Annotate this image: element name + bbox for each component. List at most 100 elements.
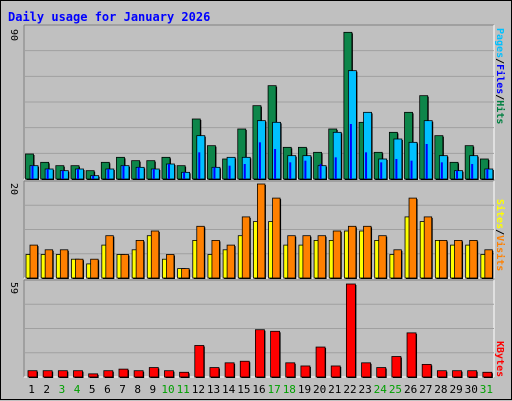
files-bar — [380, 162, 383, 179]
kbytes-bar — [345, 283, 356, 378]
day-tick-label: 20 — [313, 383, 326, 396]
hits-legend-item: Files — [494, 64, 506, 94]
day-tick-label: 13 — [207, 383, 220, 396]
files-bar — [243, 164, 246, 179]
pages-bar — [302, 155, 312, 180]
kbytes-bar — [88, 373, 99, 378]
visits-bar — [226, 244, 235, 279]
pages-bar — [135, 166, 145, 180]
visits-bar — [211, 239, 220, 279]
day-tick-label: 2 — [43, 383, 50, 396]
kbytes-bar — [452, 370, 462, 378]
day-tick-label: 6 — [104, 383, 111, 396]
kbytes-bar — [239, 360, 250, 378]
files-bar — [410, 160, 413, 179]
visits-bar — [44, 249, 54, 279]
kbytes-legend-item: KBytes — [494, 341, 505, 377]
files-bar — [213, 167, 216, 179]
files-bar — [471, 164, 474, 179]
pages-bar — [120, 165, 130, 180]
pages-bar — [393, 138, 403, 180]
day-tick-label: 10 — [161, 383, 174, 396]
day-tick-label: 23 — [359, 383, 372, 396]
kbytes-bar — [406, 332, 417, 378]
files-bar — [365, 152, 368, 179]
visits-bar — [135, 239, 145, 279]
visits-legend-item: Visits — [494, 235, 506, 271]
kbytes-bar — [179, 371, 190, 378]
visits-bar — [59, 249, 69, 279]
kbytes-bar — [224, 362, 235, 378]
pages-bar — [59, 170, 69, 180]
kbytes-bar — [482, 371, 493, 378]
kbytes-bar — [255, 329, 265, 378]
files-bar — [31, 165, 34, 179]
visits-bar — [317, 235, 326, 279]
pages-bar — [423, 120, 433, 180]
day-tick-label: 24 — [374, 383, 388, 396]
visits-bar — [166, 254, 175, 279]
pages-bar — [166, 163, 175, 180]
pages-bar — [408, 141, 418, 180]
pages-bar — [211, 166, 221, 180]
day-tick-label: 27 — [419, 383, 432, 396]
pages-bar — [105, 168, 115, 180]
kbytes-bar — [57, 370, 68, 378]
visits-bar — [150, 230, 160, 279]
visits-bar — [287, 235, 296, 279]
pages-bar — [44, 168, 54, 180]
files-bar — [425, 144, 428, 179]
visits-bar — [90, 258, 99, 279]
visits-bar — [347, 225, 357, 279]
pages-bar — [454, 170, 463, 180]
files-bar — [319, 164, 322, 179]
day-tick-label: 14 — [222, 383, 236, 396]
pages-bar — [226, 156, 236, 180]
visits-bar — [196, 225, 205, 279]
hits-scale-max-label: 90 — [8, 29, 19, 41]
kbytes-bar — [164, 370, 174, 378]
files-bar — [107, 169, 110, 179]
visits-bar — [29, 244, 38, 279]
visits-bar — [408, 197, 417, 279]
kbytes-bar — [421, 363, 432, 378]
files-bar — [440, 162, 443, 179]
day-tick-label: 15 — [237, 383, 250, 396]
day-tick-label: 9 — [150, 383, 157, 396]
day-tick-label: 22 — [343, 383, 356, 396]
pages-bar — [317, 165, 327, 180]
pages-bar — [378, 158, 388, 180]
kbytes-bar — [194, 345, 205, 378]
day-tick-label: 28 — [434, 383, 447, 396]
files-bar — [274, 149, 277, 179]
hits-legend-item: Pages — [494, 28, 505, 58]
day-tick-label: 4 — [74, 383, 81, 396]
files-bar — [289, 162, 292, 179]
hits-bar — [207, 145, 216, 180]
hits-legend: Pages/Files/Hits — [494, 28, 506, 124]
visits-bar — [332, 230, 342, 279]
kbytes-bar — [133, 370, 144, 378]
hits-legend-item: Hits — [494, 100, 506, 124]
day-tick-label: 11 — [177, 383, 190, 396]
day-tick-label: 7 — [119, 383, 126, 396]
kbytes-scale-max-label: 59 — [8, 282, 19, 294]
visits-bar — [378, 235, 387, 279]
kbytes-bar — [436, 370, 447, 378]
files-bar — [258, 142, 261, 179]
visits-bar — [438, 239, 448, 279]
kbytes-bar — [148, 367, 159, 378]
pages-bar — [196, 135, 206, 180]
visits-bar — [469, 239, 478, 279]
files-bar — [152, 169, 155, 179]
visits-bar — [454, 239, 463, 279]
pages-bar — [272, 121, 281, 180]
visits-bar — [393, 249, 402, 279]
kbytes-bar — [300, 365, 311, 378]
visits-bar — [272, 197, 281, 279]
pages-bar — [90, 175, 100, 180]
day-tick-label: 31 — [480, 383, 493, 396]
files-bar — [349, 124, 352, 179]
visits-legend-item: / — [494, 229, 505, 235]
day-tick-label: 16 — [252, 383, 265, 396]
